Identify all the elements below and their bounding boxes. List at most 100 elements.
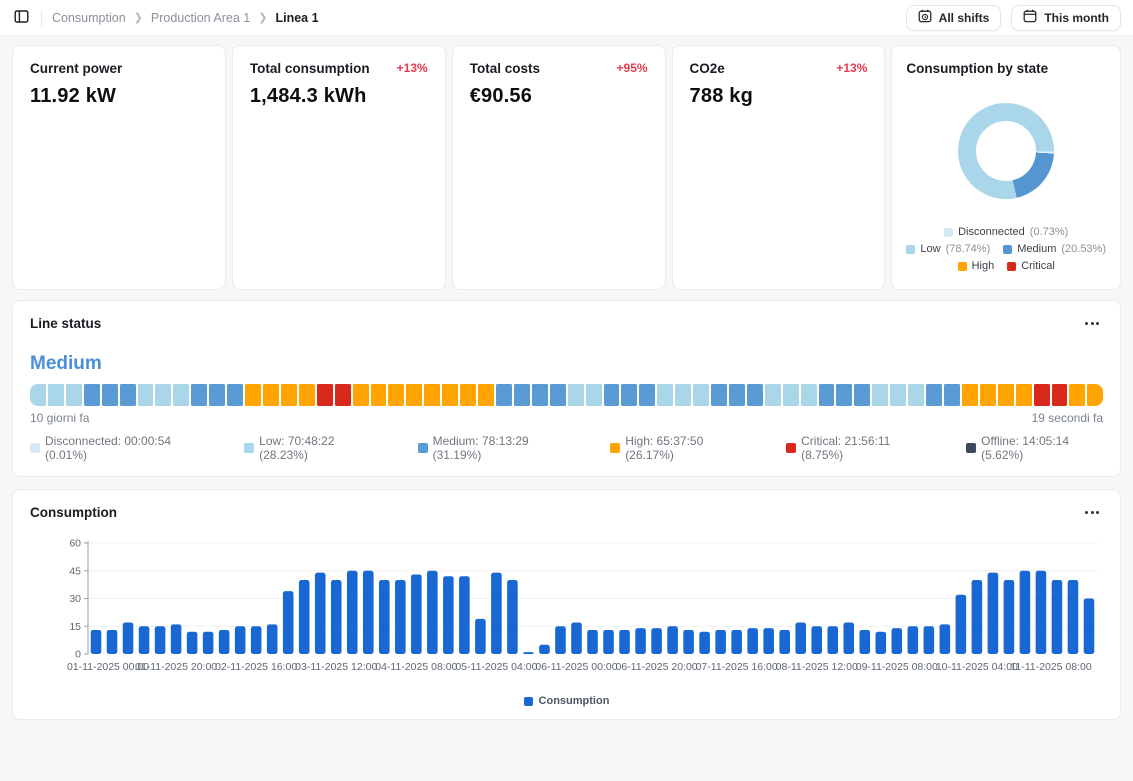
line-status-legend-item-high[interactable]: High: 65:37:50 (26.17%) [610, 434, 744, 462]
status-segment[interactable] [657, 384, 674, 406]
status-segment[interactable] [460, 384, 477, 406]
consumption-bar[interactable] [170, 624, 182, 654]
state-legend-item-high[interactable]: High [957, 260, 994, 272]
consumption-bar[interactable] [1051, 580, 1063, 654]
status-segment[interactable] [1069, 384, 1086, 406]
consumption-bar[interactable] [411, 574, 422, 654]
consumption-bar[interactable] [555, 626, 566, 654]
consumption-bar[interactable] [971, 580, 983, 654]
consumption-bar[interactable] [827, 626, 839, 654]
status-segment[interactable] [854, 384, 871, 406]
status-segment[interactable] [262, 384, 279, 406]
consumption-bar[interactable] [443, 576, 454, 654]
this-month-button[interactable]: This month [1011, 4, 1121, 31]
consumption-bar[interactable] [330, 580, 342, 654]
status-segment[interactable] [675, 384, 692, 406]
line-status-legend-item-medium[interactable]: Medium: 78:13:29 (31.19%) [417, 434, 569, 462]
consumption-bar[interactable] [106, 629, 118, 654]
consumption-bar[interactable] [987, 572, 999, 654]
sidebar-toggle-button[interactable] [12, 7, 31, 29]
consumption-bar[interactable] [507, 580, 518, 654]
consumption-bar[interactable] [539, 644, 550, 654]
consumption-bar[interactable] [154, 626, 166, 654]
consumption-bar[interactable] [122, 622, 134, 654]
status-segment[interactable] [47, 384, 64, 406]
consumption-bar[interactable] [218, 629, 230, 654]
status-segment[interactable] [406, 384, 423, 406]
consumption-bar[interactable] [763, 628, 774, 654]
status-segment[interactable] [334, 384, 351, 406]
consumption-bar[interactable] [747, 628, 758, 654]
consumption-bar[interactable] [523, 652, 534, 654]
consumption-bar[interactable] [699, 631, 710, 654]
consumption-bar[interactable] [923, 626, 935, 654]
status-segment[interactable] [227, 384, 244, 406]
line-status-legend-item-offline[interactable]: Offline: 14:05:14 (5.62%) [966, 434, 1103, 462]
consumption-bar[interactable] [907, 626, 919, 654]
status-segment[interactable] [639, 384, 656, 406]
status-segment[interactable] [280, 384, 297, 406]
line-status-more-options-button[interactable] [1081, 320, 1103, 327]
status-segment[interactable] [961, 384, 978, 406]
consumption-bar[interactable] [667, 626, 678, 654]
consumption-bar[interactable] [395, 580, 406, 654]
breadcrumb-item-production-area[interactable]: Production Area 1 [150, 10, 251, 25]
status-segment[interactable] [997, 384, 1014, 406]
all-shifts-button[interactable]: All shifts [905, 4, 1002, 31]
consumption-bar[interactable] [635, 628, 646, 654]
consumption-bar[interactable] [603, 629, 614, 654]
status-segment[interactable] [728, 384, 745, 406]
consumption-bar[interactable] [186, 631, 198, 654]
consumption-more-options-button[interactable] [1081, 509, 1103, 516]
consumption-bar[interactable] [266, 624, 278, 654]
consumption-bar[interactable] [298, 580, 310, 654]
consumption-bar[interactable] [779, 629, 790, 654]
status-segment[interactable] [1015, 384, 1032, 406]
consumption-bar[interactable] [795, 622, 806, 654]
state-legend-item-low[interactable]: Low (78.74%) [906, 243, 990, 255]
status-segment[interactable] [155, 384, 172, 406]
consumption-bar[interactable] [619, 629, 630, 654]
consumption-bar[interactable] [491, 572, 502, 654]
status-segment[interactable] [83, 384, 100, 406]
state-legend-item-critical[interactable]: Critical [1007, 260, 1055, 272]
consumption-bar[interactable] [811, 626, 823, 654]
status-segment[interactable] [352, 384, 369, 406]
consumption-bar[interactable] [362, 570, 374, 654]
status-segment[interactable] [585, 384, 602, 406]
consumption-bar[interactable] [731, 629, 742, 654]
status-segment[interactable] [944, 384, 960, 406]
status-segment[interactable] [424, 384, 441, 406]
consumption-bar[interactable] [138, 626, 150, 654]
consumption-bar[interactable] [1035, 570, 1047, 654]
status-segment[interactable] [621, 384, 638, 406]
line-status-legend-item-low[interactable]: Low: 70:48:22 (28.23%) [244, 434, 375, 462]
status-segment[interactable] [101, 384, 118, 406]
consumption-bar[interactable] [314, 572, 326, 654]
status-segment[interactable] [908, 384, 925, 406]
state-legend-item-disconnected[interactable]: Disconnected (0.73%) [944, 226, 1068, 238]
consumption-bar[interactable] [90, 629, 102, 654]
status-segment[interactable] [245, 384, 261, 406]
line-status-legend-item-disconnected[interactable]: Disconnected: 00:00:54 (0.01%) [30, 434, 202, 462]
line-status-legend-item-critical[interactable]: Critical: 21:56:11 (8.75%) [786, 434, 924, 462]
consumption-bar[interactable] [843, 622, 855, 654]
consumption-bar[interactable] [1083, 598, 1095, 655]
status-segment[interactable] [549, 384, 566, 406]
status-segment[interactable] [1087, 384, 1104, 406]
status-segment[interactable] [173, 384, 190, 406]
status-segment[interactable] [531, 384, 548, 406]
consumption-bar[interactable] [587, 629, 598, 654]
consumption-bar[interactable] [202, 631, 214, 654]
status-segment[interactable] [1051, 384, 1068, 406]
breadcrumb-item-consumption[interactable]: Consumption [52, 10, 126, 25]
state-legend-item-medium[interactable]: Medium (20.53%) [1003, 243, 1106, 255]
status-segment[interactable] [442, 384, 459, 406]
status-segment[interactable] [693, 384, 710, 406]
status-segment[interactable] [119, 384, 136, 406]
status-segment[interactable] [370, 384, 387, 406]
consumption-bar[interactable] [651, 628, 662, 654]
consumption-bar[interactable] [346, 570, 358, 654]
status-segment[interactable] [567, 384, 584, 406]
status-segment[interactable] [478, 384, 494, 406]
